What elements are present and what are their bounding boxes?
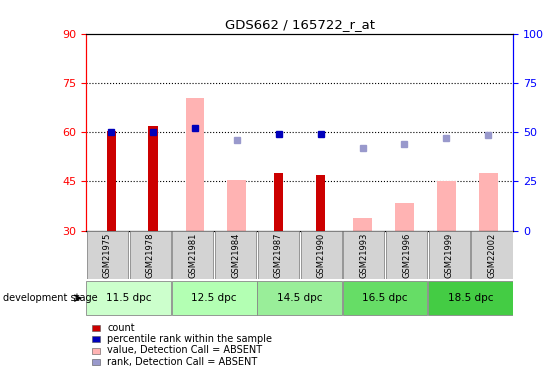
- Bar: [429, 231, 470, 279]
- Bar: [185, 98, 204, 231]
- Bar: [353, 217, 372, 231]
- Bar: [395, 203, 414, 231]
- Bar: [479, 173, 498, 231]
- Text: value, Detection Call = ABSENT: value, Detection Call = ABSENT: [107, 345, 263, 355]
- Bar: [130, 231, 170, 279]
- Text: count: count: [107, 323, 135, 333]
- Text: GSM21975: GSM21975: [103, 232, 112, 278]
- Text: 11.5 dpc: 11.5 dpc: [106, 293, 152, 303]
- Text: 18.5 dpc: 18.5 dpc: [448, 293, 493, 303]
- Text: GSM21987: GSM21987: [274, 232, 283, 278]
- Bar: [274, 173, 284, 231]
- Bar: [148, 126, 158, 231]
- Title: GDS662 / 165722_r_at: GDS662 / 165722_r_at: [225, 18, 375, 31]
- Text: GSM22002: GSM22002: [487, 232, 497, 278]
- Bar: [87, 231, 128, 279]
- Bar: [173, 231, 213, 279]
- Text: 14.5 dpc: 14.5 dpc: [277, 293, 322, 303]
- Bar: [215, 231, 256, 279]
- Text: development stage: development stage: [3, 293, 97, 303]
- Bar: [428, 281, 513, 315]
- Text: GSM21984: GSM21984: [231, 232, 240, 278]
- Bar: [87, 281, 171, 315]
- Text: GSM21999: GSM21999: [445, 232, 454, 278]
- Bar: [316, 175, 325, 231]
- Text: GSM21981: GSM21981: [188, 232, 198, 278]
- Text: GSM21990: GSM21990: [316, 232, 326, 278]
- Bar: [228, 180, 246, 231]
- Text: percentile rank within the sample: percentile rank within the sample: [107, 334, 272, 344]
- Bar: [437, 182, 456, 231]
- Bar: [301, 231, 341, 279]
- Bar: [258, 231, 299, 279]
- Bar: [107, 130, 116, 231]
- Text: GSM21996: GSM21996: [402, 232, 411, 278]
- Bar: [386, 231, 427, 279]
- Bar: [172, 281, 256, 315]
- Bar: [344, 231, 384, 279]
- Text: GSM21993: GSM21993: [359, 232, 369, 278]
- Text: rank, Detection Call = ABSENT: rank, Detection Call = ABSENT: [107, 357, 258, 366]
- Bar: [258, 281, 342, 315]
- Text: 16.5 dpc: 16.5 dpc: [362, 293, 408, 303]
- Text: 12.5 dpc: 12.5 dpc: [191, 293, 237, 303]
- Text: GSM21978: GSM21978: [145, 232, 155, 278]
- Bar: [343, 281, 427, 315]
- Bar: [472, 231, 512, 279]
